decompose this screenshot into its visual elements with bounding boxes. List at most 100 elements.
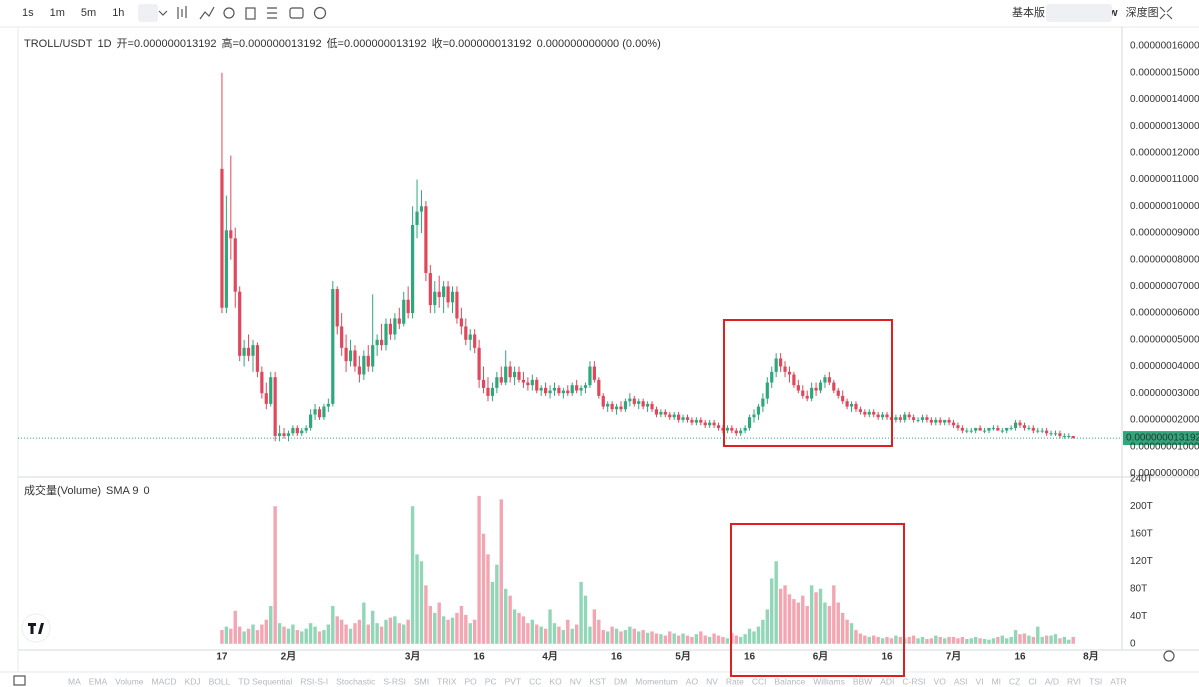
tv-logo — [21, 613, 51, 643]
x-tick-label: 16 — [1014, 652, 1026, 663]
indicator-option[interactable]: PC — [485, 676, 497, 686]
indicator-option[interactable]: Williams — [813, 676, 845, 686]
indicator-option[interactable]: ATR — [1110, 676, 1126, 686]
indicator-option[interactable]: SMI — [414, 676, 429, 686]
volume-bar — [304, 628, 308, 644]
indicator-option[interactable]: TRIX — [437, 676, 457, 686]
indicator-option[interactable]: KO — [549, 676, 562, 686]
indicator-option[interactable]: BOLL — [209, 676, 231, 686]
volume-bar — [752, 631, 756, 644]
volume-bar — [725, 638, 730, 644]
volume-bar — [308, 623, 313, 644]
volume-bar — [251, 624, 255, 644]
dropdown-icon[interactable] — [158, 10, 168, 16]
indicator-option[interactable]: CCI — [752, 676, 767, 686]
indicator-option[interactable]: BBW — [853, 676, 872, 686]
candle-type-icon[interactable] — [177, 6, 187, 19]
volume-bar — [911, 635, 916, 644]
candle-body — [269, 377, 273, 404]
indicator-icon[interactable] — [267, 7, 277, 19]
volume-bar — [233, 610, 237, 644]
view-option[interactable]: 基本版 — [1012, 5, 1045, 19]
indicator-option[interactable]: AO — [686, 676, 699, 686]
candle-body — [747, 417, 752, 428]
settings-icon[interactable] — [223, 7, 235, 19]
candle-body — [841, 395, 845, 402]
y-tick-label: 40T — [1130, 611, 1147, 622]
volume-bar — [814, 592, 818, 644]
indicator-option[interactable]: ADI — [880, 676, 894, 686]
interval-option[interactable]: 1m — [50, 7, 65, 19]
calendar-icon[interactable] — [13, 675, 26, 686]
indicator-option[interactable]: DM — [614, 676, 627, 686]
x-tick-label: 8月 — [1083, 651, 1099, 663]
screenshot-icon[interactable] — [289, 7, 304, 19]
indicator-option[interactable]: Momentum — [635, 676, 678, 686]
interval-option[interactable]: 1h — [112, 7, 124, 19]
volume-bar — [237, 626, 242, 644]
indicator-option[interactable]: VI — [976, 676, 984, 686]
candle-body — [677, 414, 681, 420]
indicator-option[interactable]: CZ — [1009, 676, 1020, 686]
delete-icon[interactable] — [245, 7, 256, 20]
indicator-option[interactable]: MACD — [152, 676, 177, 686]
indicator-option[interactable]: Rate — [726, 676, 744, 686]
reset-icon[interactable] — [313, 6, 327, 20]
candle-body — [282, 433, 286, 436]
volume-bar — [1031, 636, 1036, 644]
x-tick-label: 16 — [474, 652, 486, 663]
candle-body — [486, 387, 490, 396]
line-type-icon[interactable] — [199, 6, 215, 20]
chart-settings-icon[interactable] — [1163, 650, 1175, 662]
candle-body — [592, 366, 596, 380]
candle-body — [508, 366, 512, 378]
interval-option[interactable]: 5m — [81, 7, 96, 19]
indicator-option[interactable]: EMA — [89, 676, 108, 686]
indicator-option[interactable]: PO — [465, 676, 478, 686]
indicator-option[interactable]: TD Sequential — [238, 676, 292, 686]
indicator-option[interactable]: CC — [529, 676, 541, 686]
indicator-option[interactable]: RVI — [1067, 676, 1081, 686]
indicator-option[interactable]: C-RSI — [902, 676, 925, 686]
indicator-option[interactable]: NV — [570, 676, 582, 686]
indicator-option[interactable]: VO — [934, 676, 947, 686]
indicator-option[interactable]: RSI-S-I — [300, 676, 328, 686]
indicator-option[interactable]: ASI — [954, 676, 968, 686]
indicator-option[interactable]: MA — [68, 676, 81, 686]
interval-option[interactable]: 1s — [22, 7, 34, 19]
candle-body — [1058, 433, 1062, 436]
indicator-option[interactable]: KDJ — [185, 676, 201, 686]
view-option[interactable]: 深度图 — [1126, 5, 1159, 19]
indicator-option[interactable]: S-RSI — [383, 676, 406, 686]
volume-bar — [472, 619, 477, 644]
indicator-option[interactable]: Stochastic — [336, 676, 376, 686]
indicator-option[interactable]: A/D — [1045, 676, 1059, 686]
indicator-option[interactable]: TSI — [1089, 676, 1102, 686]
indicator-option[interactable]: CI — [1028, 676, 1037, 686]
volume-bar — [960, 636, 965, 644]
candle-body — [264, 393, 268, 404]
volume-bar — [406, 619, 410, 644]
volume-bar — [322, 630, 326, 644]
candle-body — [455, 291, 459, 319]
candle-body — [570, 385, 574, 394]
indicator-option[interactable]: NV — [706, 676, 718, 686]
indicator-option[interactable]: Volume — [115, 676, 144, 686]
indicator-option[interactable]: KST — [590, 676, 607, 686]
volume-bar — [907, 636, 911, 644]
candle-body — [903, 414, 907, 420]
fullscreen-icon[interactable] — [1159, 6, 1173, 20]
interval: 1D — [97, 38, 111, 50]
candle-body — [273, 377, 277, 436]
candle-body — [415, 211, 419, 225]
volume-bar — [464, 614, 468, 644]
indicator-option[interactable]: MI — [992, 676, 1001, 686]
indicator-option[interactable]: Balance — [775, 676, 806, 686]
candle-body — [521, 379, 526, 383]
volume-bar — [774, 561, 778, 644]
candle-body — [442, 286, 446, 298]
volume-bar — [579, 581, 583, 644]
indicator-option[interactable]: PVT — [505, 676, 522, 686]
candle-body — [827, 377, 831, 383]
y-tick-label: 0.000000120000 — [1130, 147, 1199, 158]
